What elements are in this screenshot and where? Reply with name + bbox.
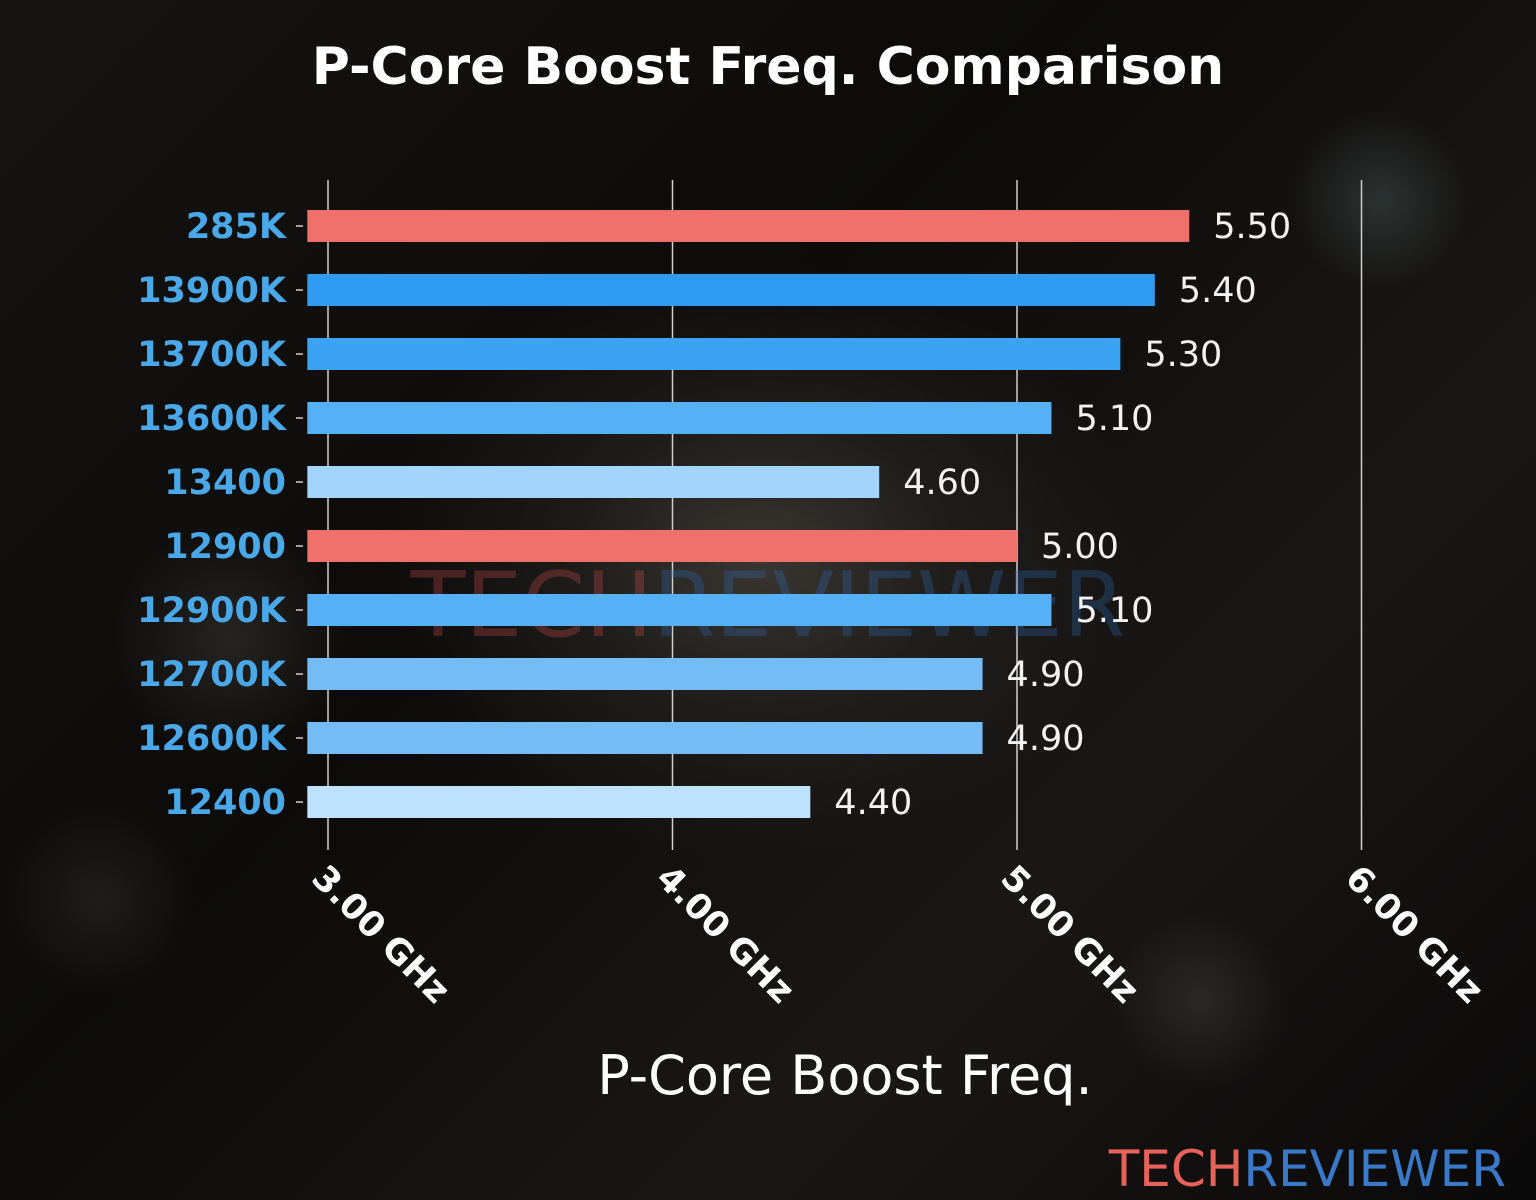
value-label: 5.30 xyxy=(1144,335,1222,375)
bar-12600K xyxy=(307,722,983,754)
bar-13700K xyxy=(307,338,1121,370)
value-label: 4.40 xyxy=(834,783,912,823)
y-tick-label: 12900K xyxy=(137,591,288,631)
y-tick-label: 13600K xyxy=(137,399,288,439)
bar-13900K xyxy=(307,274,1155,306)
bar-12400 xyxy=(307,786,811,818)
bar-12700K xyxy=(307,658,983,690)
value-label: 5.00 xyxy=(1041,527,1119,567)
bar-285K xyxy=(307,210,1190,242)
y-tick-label: 13900K xyxy=(137,271,288,311)
bar-12900K xyxy=(307,594,1052,626)
x-tick-label: 3.00 GHz xyxy=(304,858,457,1011)
x-tick-label: 5.00 GHz xyxy=(993,858,1146,1011)
y-tick-label: 285K xyxy=(186,207,288,247)
y-tick-label: 12700K xyxy=(137,655,288,695)
x-tick-label: 6.00 GHz xyxy=(1337,858,1490,1011)
y-tick-label: 13400 xyxy=(164,463,286,503)
bars: 285K 5.50 13900K 5.40 13700K 5.30 13600K 5.10 13… xyxy=(137,207,1291,823)
bar-13600K xyxy=(307,402,1052,434)
value-label: 5.10 xyxy=(1075,399,1153,439)
value-label: 5.10 xyxy=(1075,591,1153,631)
y-tick-label: 12400 xyxy=(164,783,286,823)
y-tick-label: 12900 xyxy=(164,527,286,567)
value-label: 5.50 xyxy=(1213,207,1291,247)
chart-title: P-Core Boost Freq. Comparison xyxy=(312,37,1224,97)
value-label: 4.90 xyxy=(1007,719,1085,759)
value-label: 5.40 xyxy=(1179,271,1257,311)
x-tick-labels: 3.00 GHz 4.00 GHz 5.00 GHz 6.00 GHz xyxy=(304,858,1491,1011)
value-label: 4.60 xyxy=(903,463,981,503)
techreviewer-logo: TECHREVIEWER xyxy=(1108,1140,1506,1198)
bar-13400 xyxy=(307,466,880,498)
bar-12900 xyxy=(307,530,1018,562)
y-tick-label: 12600K xyxy=(137,719,288,759)
x-axis-label: P-Core Boost Freq. xyxy=(597,1044,1092,1107)
y-tick-label: 13700K xyxy=(137,335,288,375)
value-label: 4.90 xyxy=(1007,655,1085,695)
x-tick-label: 4.00 GHz xyxy=(648,858,801,1011)
